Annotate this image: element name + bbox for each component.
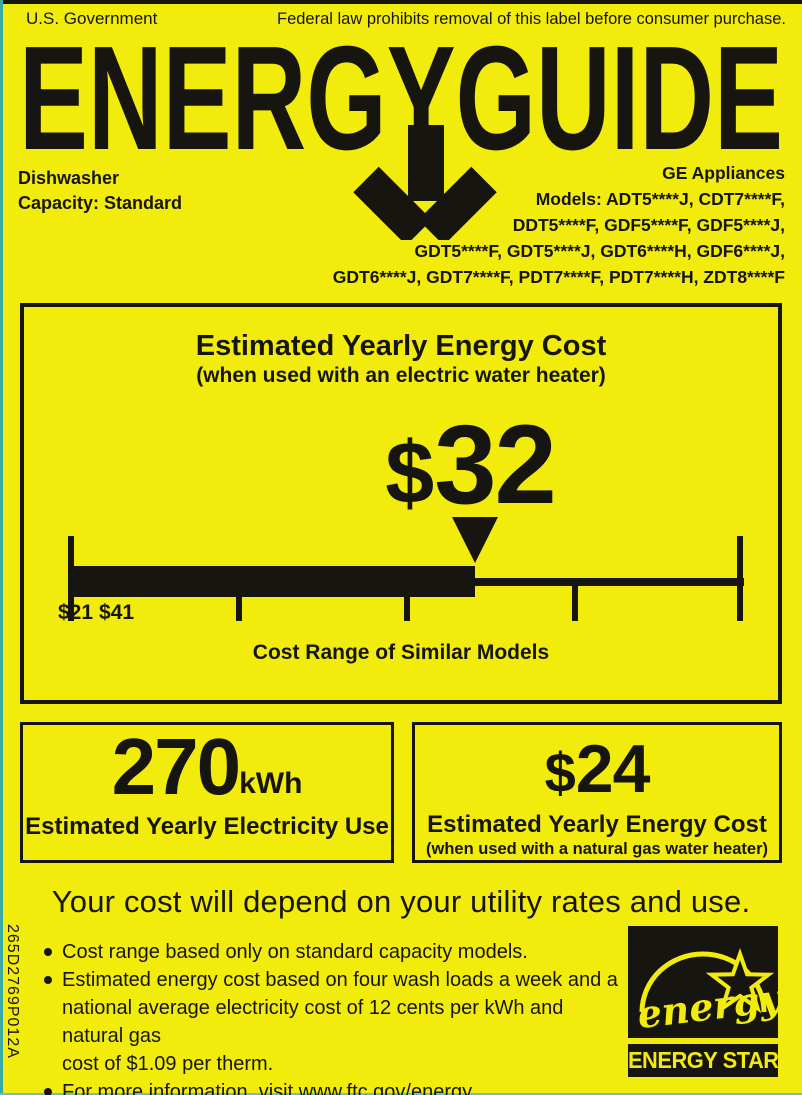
utility-rates-note: Your cost will depend on your utility ra… [51,884,751,919]
electricity-caption: Estimated Yearly Electricity Use [25,813,389,840]
federal-law-notice: Federal law prohibits removal of this la… [276,10,786,28]
bottom-edge-line [0,1093,802,1095]
bullet-icon [44,948,52,956]
us-government-text: U.S. Government [26,9,158,28]
energy-star-wordmark-bar: ENERGY STAR [627,1044,779,1077]
footnote-line: Estimated energy cost based on four wash… [62,969,618,991]
left-edge-line [0,0,3,1095]
gas-subcaption: (when used with a natural gas water heat… [426,840,768,858]
gas-cost-panel: $24 Estimated Yearly Energy Cost (when u… [412,722,782,863]
cost-heading: Estimated Yearly Energy Cost [195,330,607,362]
brand-models: GE Appliances Models: ADT5****J, CDT7***… [333,160,785,290]
kwh-number: 270 [111,722,241,811]
energy-star-wordmark: ENERGY STAR [627,1047,779,1073]
model-line: DDT5****F, GDF5****F, GDF5****J, [512,215,785,235]
energy-star-logo: energy ENERGY STAR [627,926,779,1077]
electricity-use-panel: 270 kWh Estimated Yearly Electricity Use [20,722,394,863]
cost-number: 32 [434,402,557,527]
product-capacity: Capacity: Standard [18,193,183,213]
footnote-line: cost of $1.09 per therm. [62,1053,274,1075]
scale-tick-mid [572,579,578,621]
list-item: Estimated energy cost based on four wash… [44,966,629,1078]
model-line: GDT5****F, GDT5****J, GDT6****H, GDF6***… [414,241,785,261]
model-line: GDT6****J, GDT7****F, PDT7****F, PDT7***… [332,267,785,287]
electricity-value: 270 kWh [23,722,391,811]
bullet-icon [44,976,52,984]
bullet-icon [44,1088,52,1095]
range-caption: Cost Range of Similar Models [252,641,550,664]
gas-cost-value: $24 [415,735,779,803]
down-arrow-icon [353,125,497,240]
dollar-sign: $ [385,423,435,522]
product-type: Dishwasher [18,168,120,188]
kwh-unit: kWh [239,766,303,800]
footnote-list: Cost range based only on standard capaci… [44,938,629,1095]
top-border-line [0,0,802,4]
product-info: Dishwasher Capacity: Standard [18,166,182,216]
estimated-cost-value: $32 [270,409,670,521]
yearly-cost-panel: Estimated Yearly Energy Cost (when used … [20,303,782,704]
energyguide-title: ENERGYGUIDE [19,40,783,152]
energy-star-emblem-icon: energy [628,926,778,1038]
brand-name: GE Appliances [662,163,785,183]
range-min-label: $21 [58,601,94,624]
list-item: Cost range based only on standard capaci… [44,938,629,966]
range-labels: $21 $41 [58,601,140,625]
cost-subheading: (when used with an electric water heater… [196,364,606,387]
scale-tick-mid [404,579,410,621]
model-line: Models: ADT5****J, CDT7****F, [535,189,785,209]
scale-tick-mid [236,579,242,621]
dollar-sign: $ [544,741,576,804]
label-part-number: 265D2769P012A [4,924,21,1059]
cost-pointer-icon [452,517,498,563]
gas-caption: Estimated Yearly Energy Cost [427,811,767,838]
energyguide-title-text: ENERGYGUIDE [19,40,783,152]
footnote-line: For more information, visit www.ftc.gov/… [62,1081,477,1095]
list-item: For more information, visit www.ftc.gov/… [44,1078,629,1095]
gas-cost-number: 24 [575,731,651,807]
footnote-line: national average electricity cost of 12 … [62,997,564,1047]
range-max-label: $41 [99,601,135,624]
footnote-line: Cost range based only on standard capaci… [62,941,528,963]
